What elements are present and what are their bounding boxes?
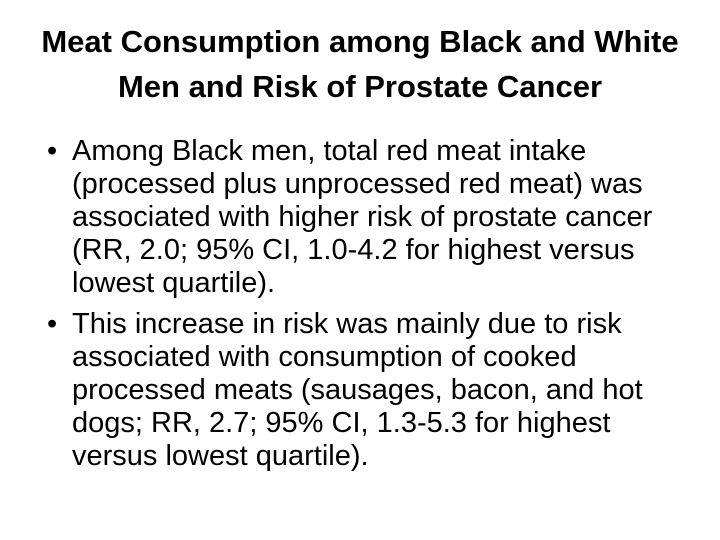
slide-title: Meat Consumption among Black and White M… xyxy=(41,24,679,104)
bullet-text: This increase in risk was mainly due to … xyxy=(72,308,643,472)
bullet-text: Among Black men, total red meat intake (… xyxy=(72,135,653,299)
bullet-marker: • xyxy=(47,135,58,167)
bullet-marker: • xyxy=(47,308,58,340)
bullet-item: • This increase in risk was mainly due t… xyxy=(47,308,692,473)
bullet-list: • Among Black men, total red meat intake… xyxy=(0,109,720,473)
bullet-item: • Among Black men, total red meat intake… xyxy=(47,135,692,300)
